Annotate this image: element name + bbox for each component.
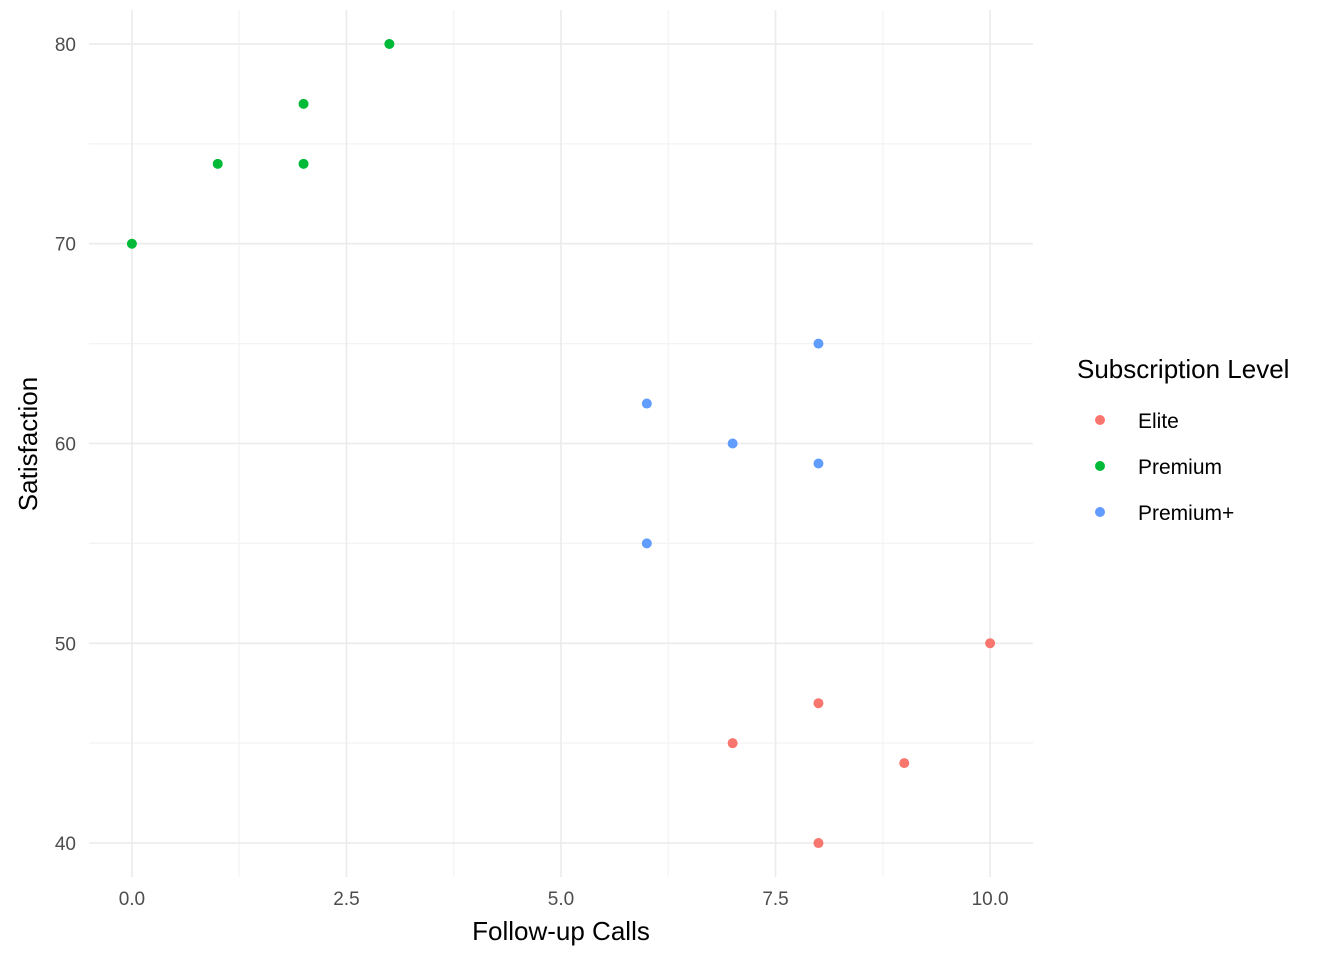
x-axis-ticks: 0.0 2.5 5.0 7.5 10.0 [119, 889, 1009, 910]
data-point-elite [985, 638, 996, 649]
y-tick-label: 70 [55, 235, 76, 256]
data-point-premium-plus [813, 458, 824, 469]
legend-label: Premium+ [1138, 502, 1234, 525]
data-point-elite [813, 838, 824, 849]
data-point-elite [813, 698, 824, 709]
data-point-premium-plus [813, 338, 824, 349]
y-tick-label: 50 [55, 634, 76, 655]
x-tick-label: 2.5 [333, 889, 359, 910]
x-tick-label: 10.0 [972, 889, 1009, 910]
data-point-premium [298, 158, 309, 169]
x-tick-label: 7.5 [762, 889, 788, 910]
x-tick-label: 5.0 [548, 889, 574, 910]
grid [89, 10, 1033, 877]
y-tick-label: 60 [55, 435, 76, 456]
data-point-premium-plus [641, 398, 652, 409]
legend-key [1095, 507, 1105, 517]
x-axis-title: Follow-up Calls [472, 916, 650, 946]
x-tick-label: 0.0 [119, 889, 145, 910]
data-points [126, 38, 996, 849]
y-axis-title: Satisfaction [13, 377, 43, 511]
legend-label: Elite [1138, 410, 1179, 433]
data-point-elite [899, 758, 910, 769]
data-point-premium [298, 98, 309, 109]
legend-label: Premium [1138, 456, 1222, 479]
data-point-premium-plus [641, 538, 652, 549]
data-point-premium [126, 238, 137, 249]
data-point-premium [384, 38, 395, 49]
legend-entries: Elite Premium Premium+ [1095, 410, 1234, 525]
y-axis-ticks: 40 50 60 70 80 [55, 35, 76, 855]
data-point-premium [212, 158, 223, 169]
legend: Subscription Level Elite Premium Premium+ [1077, 354, 1289, 525]
legend-key [1095, 461, 1105, 471]
legend-key [1095, 415, 1105, 425]
y-tick-label: 80 [55, 35, 76, 56]
legend-title: Subscription Level [1077, 354, 1289, 384]
data-point-elite [727, 738, 738, 749]
data-point-premium-plus [727, 438, 738, 449]
y-tick-label: 40 [55, 834, 76, 855]
